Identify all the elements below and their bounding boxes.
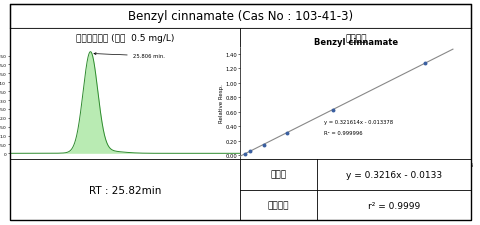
Text: Benzyl cinnamate (Cas No : 103-41-3): Benzyl cinnamate (Cas No : 103-41-3) — [128, 10, 352, 23]
Text: R² = 0.999996: R² = 0.999996 — [323, 130, 361, 135]
Y-axis label: Relative Resp.: Relative Resp. — [218, 84, 223, 123]
Text: 검정곡선: 검정곡선 — [345, 34, 366, 43]
Text: y = 0.321614x - 0.013378: y = 0.321614x - 0.013378 — [323, 119, 392, 124]
Point — [420, 62, 428, 65]
Point — [328, 108, 336, 112]
Point — [245, 150, 253, 153]
Text: 25.806 min.: 25.806 min. — [94, 53, 164, 59]
Text: r² = 0.9999: r² = 0.9999 — [367, 201, 420, 210]
Title: Benzyl cinnamate: Benzyl cinnamate — [313, 38, 397, 47]
Text: y = 0.3216x - 0.0133: y = 0.3216x - 0.0133 — [345, 170, 441, 179]
Point — [241, 152, 249, 156]
X-axis label: Relative conc.: Relative conc. — [333, 169, 377, 174]
Text: 회귀식: 회귀식 — [270, 170, 286, 179]
Text: RT : 25.82min: RT : 25.82min — [89, 185, 161, 195]
Point — [282, 131, 290, 135]
Text: 상관계수: 상관계수 — [267, 201, 289, 210]
Text: 크로마토그램 (농도  0.5 mg/L): 크로마토그램 (농도 0.5 mg/L) — [76, 34, 174, 43]
Point — [259, 143, 267, 147]
